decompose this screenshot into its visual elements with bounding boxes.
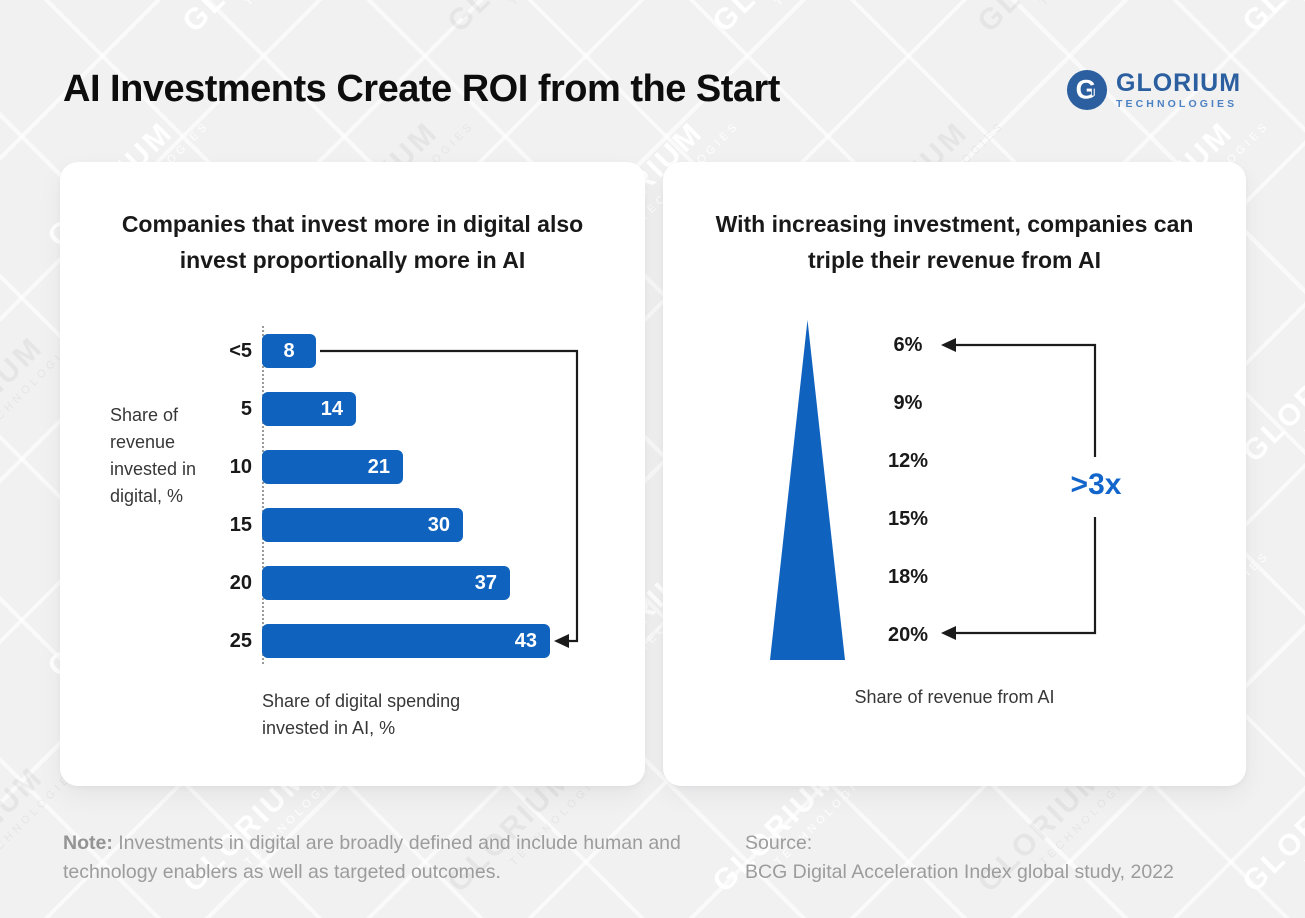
watermark-line1: GLORIUM <box>176 0 337 39</box>
note-label: Note: <box>63 832 113 854</box>
funnel-triangle-shape <box>770 320 845 660</box>
bar-category-label: <5 <box>229 340 252 362</box>
note-text: Note: Investments in digital are broadly… <box>63 829 703 887</box>
bar: 30 <box>262 508 463 542</box>
watermark-line2: TECHNOLOGIES <box>508 0 612 8</box>
logo-subtext: TECHNOLOGIES <box>1116 98 1238 110</box>
bar-chart: <5 8 5 14 10 21 15 30 20 37 25 43 <box>200 334 640 682</box>
bar-value-label: 21 <box>367 455 390 478</box>
note-body: Investments in digital are broadly defin… <box>63 832 681 883</box>
left-chart-y-axis-label: Share of revenue invested in digital, % <box>110 405 197 506</box>
bar-category-label: 5 <box>240 398 252 420</box>
left-chart-x-axis-label: Share of digital spending invested in AI… <box>262 691 461 738</box>
multiplier-label: >3x <box>1070 468 1122 501</box>
watermark-line2: TECHNOLOGIES <box>773 0 877 8</box>
logo-name-text: GLORIUM <box>1116 69 1242 97</box>
bar: 37 <box>262 566 510 600</box>
funnel-percentage-label: 18% <box>887 566 929 588</box>
bar: 14 <box>262 392 356 426</box>
funnel-percentage-label: 6% <box>893 334 923 356</box>
glorium-logo: G T GLORIUM TECHNOLOGIES <box>1066 64 1246 116</box>
bar-category-label: 10 <box>229 456 252 478</box>
left-chart-title: Companies that invest more in digital al… <box>121 211 584 273</box>
watermark-line2: TECHNOLOGIES <box>0 0 82 8</box>
glorium-logo-icon: G T <box>1066 69 1108 111</box>
funnel-percentage-label: 20% <box>887 624 929 646</box>
bar-value-label: 30 <box>427 513 450 536</box>
watermark-line1: GLORIUM <box>1236 0 1305 39</box>
svg-text:G: G <box>1076 75 1097 105</box>
watermark-line1: GLORIUM <box>1236 330 1305 469</box>
glorium-wordmark: GLORIUM TECHNOLOGIES <box>1116 70 1241 110</box>
right-chart-title: With increasing investment, companies ca… <box>715 211 1194 273</box>
bar-category-label: 15 <box>229 514 252 536</box>
watermark-line2: TECHNOLOGIES <box>1038 0 1142 8</box>
bar-value-label: 43 <box>514 629 537 652</box>
source-text: Source: BCG Digital Acceleration Index g… <box>745 829 1255 887</box>
watermark-line1: GLORIUM <box>971 0 1132 39</box>
right-chart-card: With increasing investment, companies ca… <box>663 162 1246 786</box>
watermark-line1: GLORIUM <box>706 0 867 39</box>
left-chart-card: Companies that invest more in digital al… <box>60 162 645 786</box>
bar-value-label: 8 <box>283 339 295 362</box>
bar-value-label: 37 <box>474 571 497 594</box>
bar-category-label: 25 <box>229 630 252 652</box>
watermark-line1: GLORIUM <box>0 0 72 39</box>
source-label: Source: <box>745 832 813 854</box>
source-body: BCG Digital Acceleration Index global st… <box>745 861 1174 883</box>
watermark-line2: TECHNOLOGIES <box>243 0 347 8</box>
bar-value-label: 14 <box>320 397 343 420</box>
svg-text:T: T <box>1089 85 1097 99</box>
right-chart-x-axis-label: Share of revenue from AI <box>854 687 1055 707</box>
watermark-line1: GLORIUM <box>441 0 602 39</box>
y-axis-dotted-line <box>262 326 264 664</box>
bar: 21 <box>262 450 403 484</box>
funnel-percentage-label: 9% <box>893 392 923 414</box>
bar: 43 <box>262 624 550 658</box>
funnel-percentage-label: 15% <box>887 508 929 530</box>
bar-category-label: 20 <box>229 572 252 594</box>
bar: 8 <box>262 334 316 368</box>
funnel-percentage-label: 12% <box>887 450 929 472</box>
page-title: AI Investments Create ROI from the Start <box>63 68 780 110</box>
